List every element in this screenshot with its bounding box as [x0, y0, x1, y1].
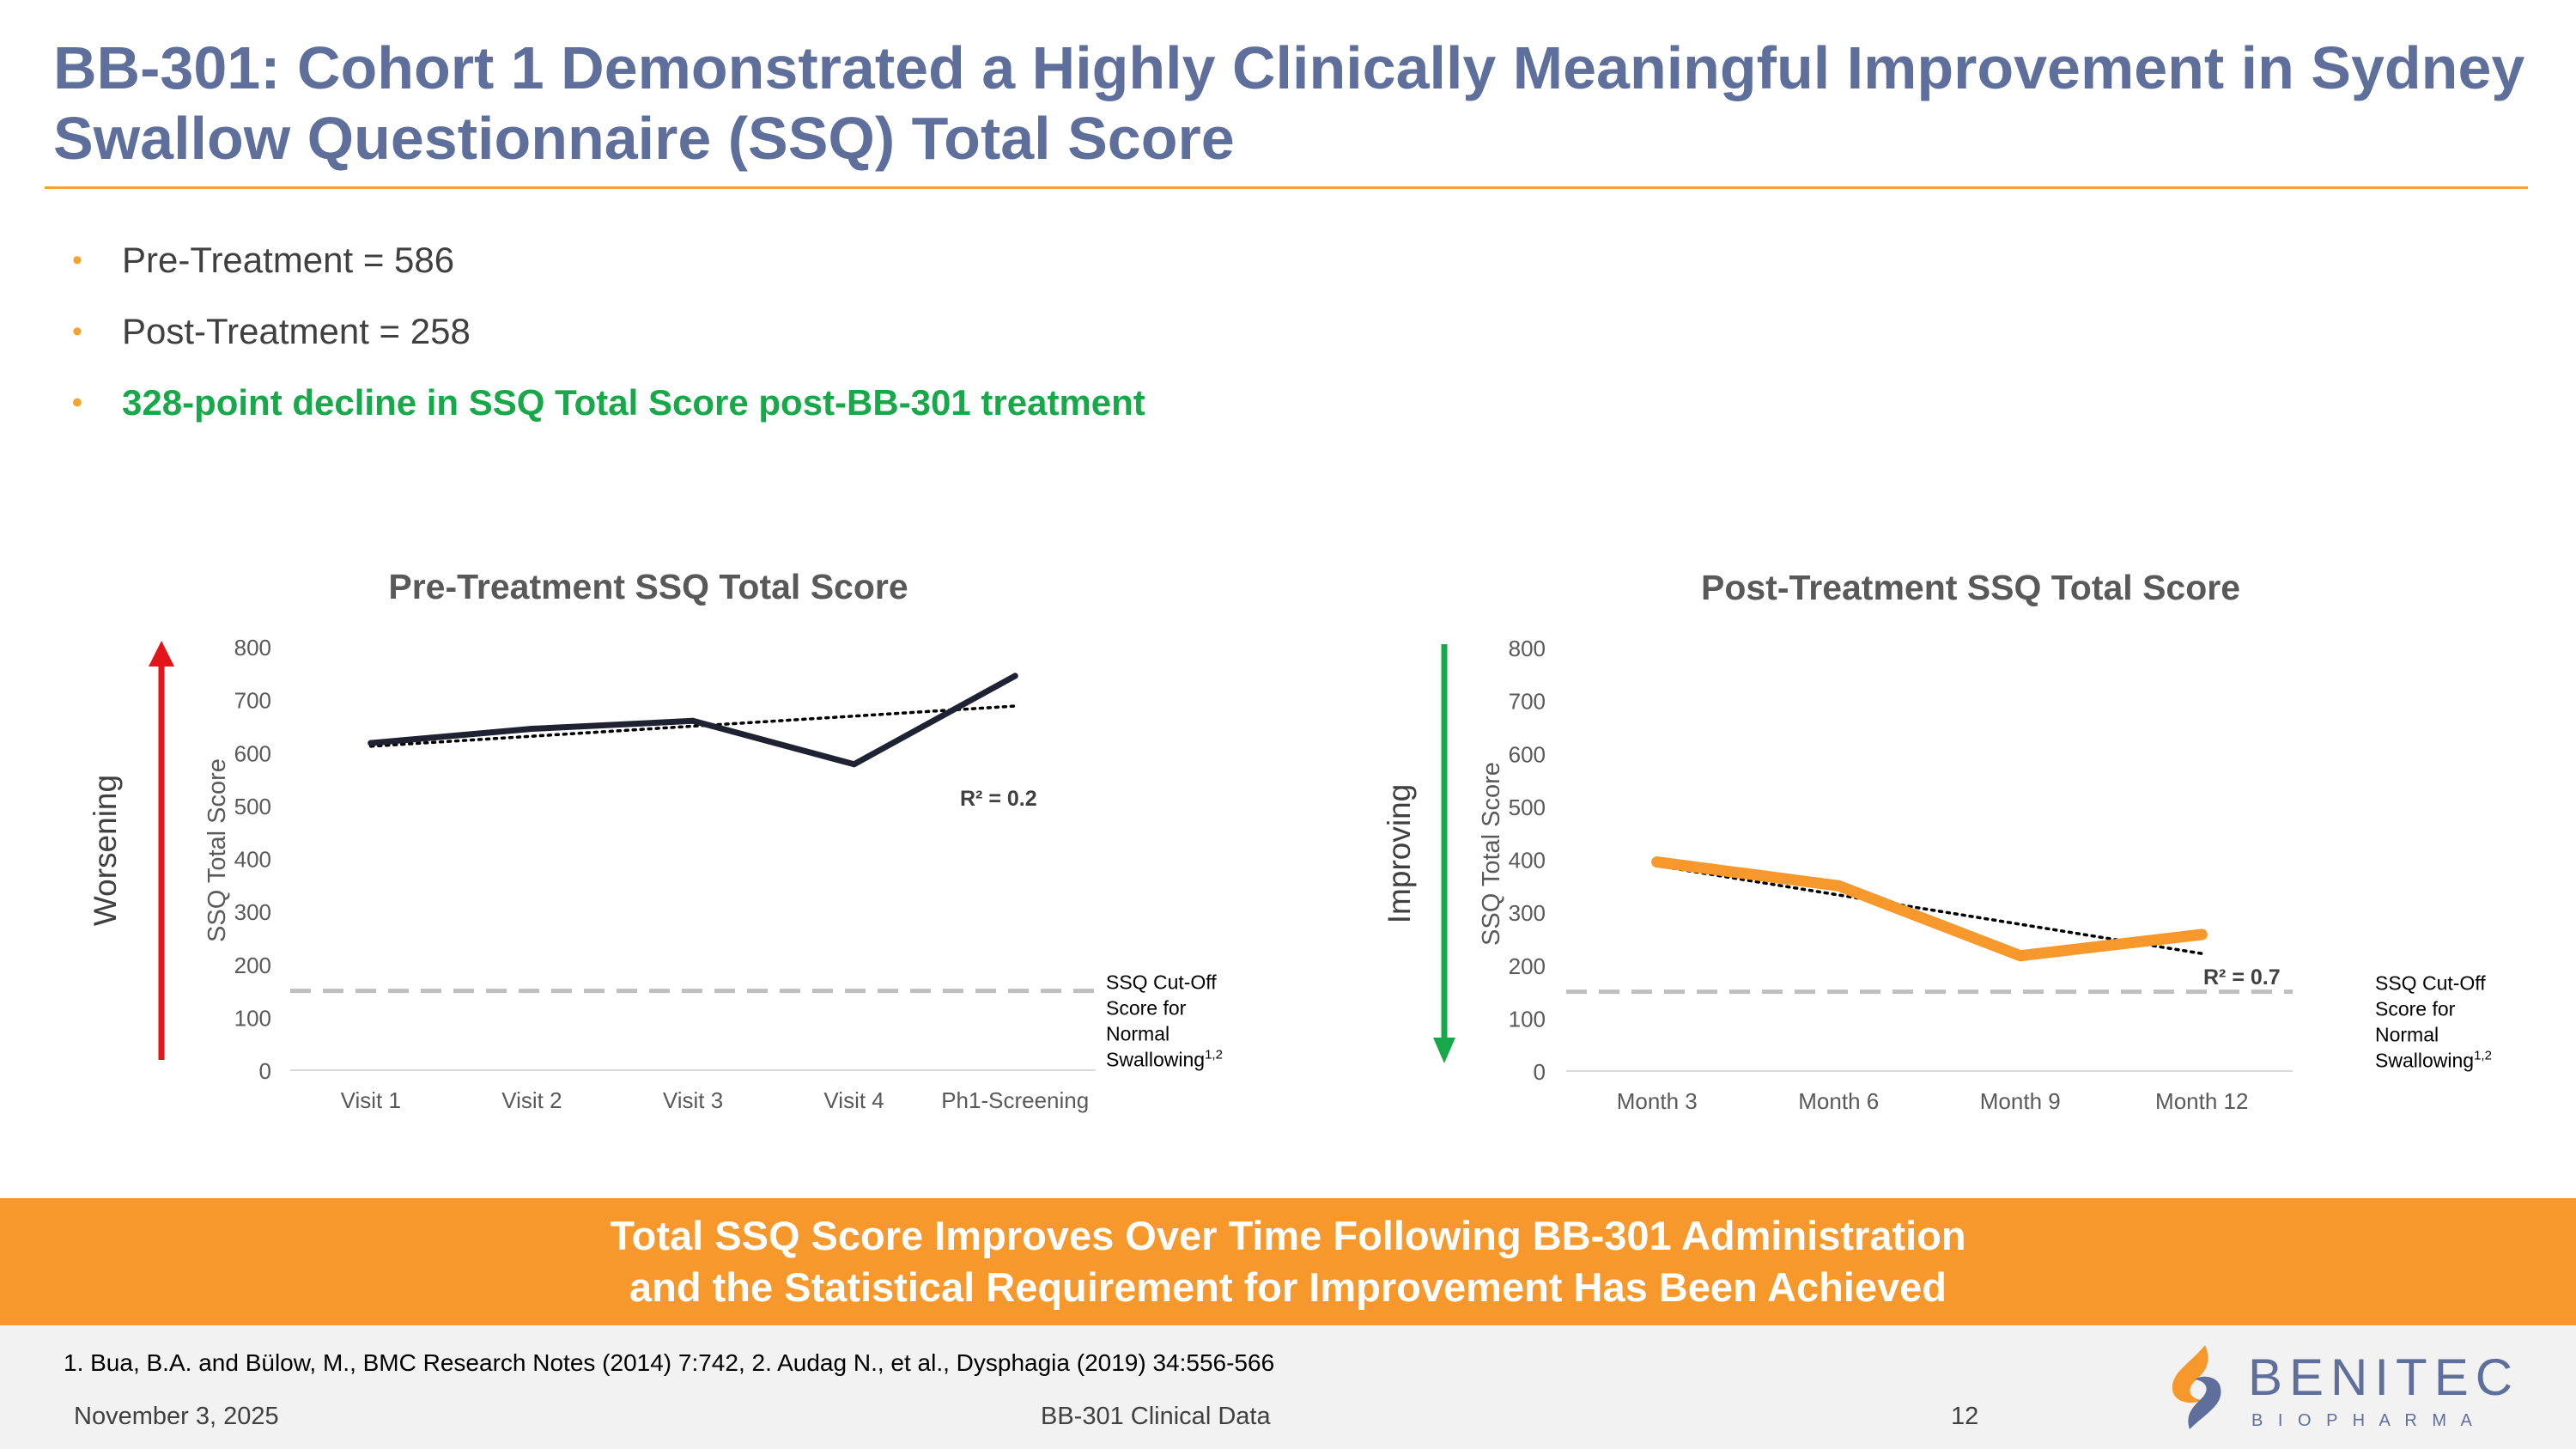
- trendline: [369, 704, 1017, 748]
- pre-chart-title: Pre-Treatment SSQ Total Score: [388, 567, 908, 606]
- x-tick-label: Visit 1: [341, 1087, 401, 1113]
- y-tick-label: 600: [234, 740, 271, 766]
- x-tick-label: Visit 3: [663, 1087, 723, 1113]
- y-tick-label: 200: [1509, 953, 1546, 979]
- data-point: [2196, 928, 2208, 941]
- data-point: [2014, 950, 2026, 962]
- bullet-dot-icon: •: [72, 244, 82, 277]
- data-point: [690, 717, 696, 724]
- y-tick-label: 600: [1509, 741, 1546, 767]
- logo-subtitle: B I O P H A R M A: [2251, 1411, 2477, 1430]
- title-divider: [45, 186, 2528, 189]
- cutoff-label-line: Swallowing1,2: [2375, 1049, 2492, 1072]
- cutoff-label-line: SSQ Cut-Off: [2375, 972, 2486, 995]
- y-tick-label: 800: [1509, 636, 1546, 661]
- x-tick-label: Month 6: [1798, 1088, 1879, 1114]
- data-point: [1832, 880, 1844, 892]
- banner-line-1: Total SSQ Score Improves Over Time Follo…: [610, 1213, 1966, 1258]
- y-tick-label: 700: [234, 688, 271, 714]
- y-tick-label: 0: [1534, 1059, 1546, 1085]
- banner-line-2: and the Statistical Requirement for Impr…: [629, 1264, 1947, 1310]
- data-point: [1012, 673, 1018, 679]
- cutoff-label-line: Normal: [2375, 1024, 2439, 1046]
- logo-mark-icon-lower: [2188, 1376, 2221, 1429]
- y-tick-label: 400: [234, 847, 271, 873]
- r-squared-label: R² = 0.2: [960, 787, 1037, 811]
- cutoff-label-line: SSQ Cut-Off: [1106, 971, 1217, 994]
- y-tick-label: 300: [234, 899, 271, 925]
- y-tick-label: 100: [1509, 1006, 1546, 1032]
- y-tick-label: 400: [1509, 848, 1546, 874]
- y-tick-label: 300: [1509, 900, 1546, 926]
- x-tick-label: Visit 2: [501, 1087, 562, 1113]
- y-axis-title: SSQ Total Score: [204, 758, 231, 942]
- data-point: [1651, 856, 1663, 868]
- footer-bar: [0, 1325, 2576, 1449]
- side-direction-label: Improving: [1382, 784, 1417, 923]
- bullet-pre-treatment: • Pre-Treatment = 586: [72, 232, 1145, 303]
- r-squared-label: R² = 0.7: [2203, 965, 2281, 989]
- cutoff-label-line: Swallowing1,2: [1106, 1048, 1223, 1071]
- x-tick-label: Ph1-Screening: [941, 1087, 1089, 1113]
- y-tick-label: 700: [1509, 689, 1546, 715]
- data-point: [368, 740, 374, 746]
- x-tick-label: Visit 4: [823, 1087, 884, 1113]
- footer-section-label: BB-301 Clinical Data: [1041, 1403, 1271, 1430]
- post-treatment-chart: Improving SSQ Total Score 0 100 200 300 400 500…: [1382, 636, 2492, 1114]
- bullet-decline-highlight: • 328-point decline in SSQ Total Score po…: [72, 374, 1145, 446]
- y-tick-label: 500: [1509, 795, 1546, 820]
- footer-date: November 3, 2025: [74, 1403, 279, 1430]
- conclusion-banner: Total SSQ Score Improves Over Time Follo…: [0, 1198, 2576, 1325]
- logo-wordmark: BENITEC: [2248, 1349, 2519, 1406]
- bullet-dot-icon: •: [72, 387, 82, 419]
- bullet-dot-icon: •: [72, 315, 82, 348]
- y-tick-label: 0: [259, 1058, 271, 1084]
- cutoff-label-line: Score for: [1106, 997, 1187, 1020]
- pre-treatment-chart: Worsening SSQ Total Score 0 100 200 300 400 500…: [88, 635, 1223, 1113]
- benitec-logo: BENITEC B I O P H A R M A: [2172, 1345, 2519, 1430]
- y-tick-label: 200: [234, 953, 271, 978]
- cutoff-label-line: Normal: [1106, 1023, 1170, 1045]
- y-axis-title: SSQ Total Score: [1478, 762, 1505, 946]
- page-number: 12: [1951, 1403, 1979, 1430]
- trendline: [1656, 864, 2203, 955]
- x-tick-label: Month 9: [1980, 1088, 2061, 1114]
- page-title: BB-301: Cohort 1 Demonstrated a Highly C…: [53, 34, 2525, 172]
- y-tick-label: 500: [234, 794, 271, 819]
- logo-mark-icon: [2172, 1345, 2208, 1403]
- x-tick-label: Month 3: [1617, 1088, 1698, 1114]
- data-point: [528, 726, 535, 733]
- bullet-list: • Pre-Treatment = 586 • Post-Treatment = 2…: [72, 232, 1145, 446]
- cutoff-superscript: 1,2: [2474, 1049, 2492, 1063]
- bullet-post-treatment: • Post-Treatment = 258: [72, 303, 1145, 374]
- post-chart-title: Post-Treatment SSQ Total Score: [1700, 568, 2241, 607]
- cutoff-superscript: 1,2: [1205, 1048, 1223, 1062]
- footnote-references: 1. Bua, B.A. and Bülow, M., BMC Research…: [64, 1349, 1275, 1376]
- arrow-up-icon: [149, 641, 174, 667]
- y-tick-label: 800: [234, 635, 271, 661]
- data-point: [851, 761, 858, 768]
- series-line: [1651, 856, 2208, 962]
- side-direction-label: Worsening: [88, 775, 123, 926]
- arrow-down-icon: [1433, 1038, 1455, 1063]
- cutoff-label-line: Score for: [2375, 998, 2456, 1020]
- y-tick-label: 100: [234, 1005, 271, 1031]
- x-tick-label: Month 12: [2155, 1088, 2248, 1114]
